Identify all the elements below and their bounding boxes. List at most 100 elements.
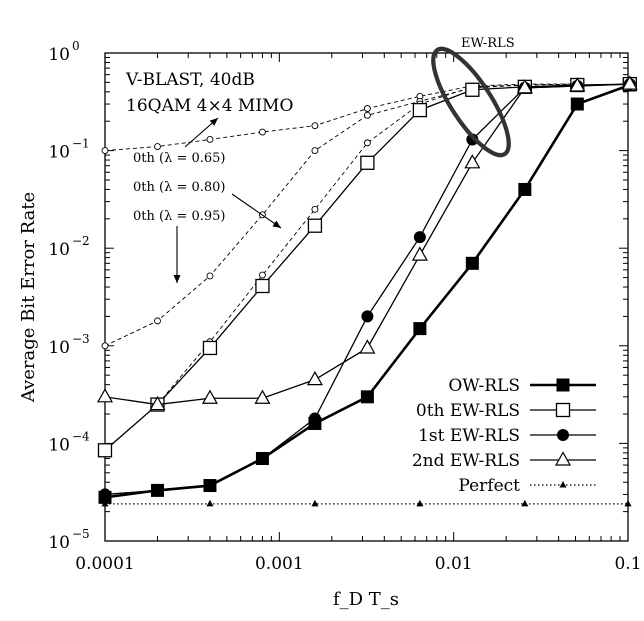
marker-small-circle — [258, 271, 266, 279]
marker-small-triangle — [206, 499, 214, 507]
arrow-lambda-080-head — [272, 220, 281, 228]
series-line — [104, 83, 578, 347]
x-axis-label: f_D T_s — [333, 589, 399, 610]
legend-label: OW-RLS — [448, 376, 520, 396]
marker-filled-circle — [256, 452, 269, 465]
y-tick-label: 10 — [48, 143, 70, 163]
legend-entry: 2nd EW-RLS — [412, 451, 596, 471]
marker-small-triangle — [521, 499, 529, 507]
marker-open-triangle — [149, 395, 166, 411]
marker-small-circle — [311, 205, 319, 213]
marker-small-circle — [101, 342, 109, 350]
marker-filled-circle — [361, 310, 374, 323]
y-tick-label: 10 — [48, 435, 70, 455]
annotation-lambda-065: 0th (λ = 0.65) — [133, 151, 226, 166]
marker-open-triangle — [411, 246, 428, 261]
marker-open-triangle — [359, 339, 376, 354]
y-tick-base: 10 — [48, 533, 70, 553]
marker-small-circle — [154, 317, 161, 325]
annotation-lambda-080: 0th (λ = 0.80) — [133, 180, 226, 195]
y-tick-exponent: −5 — [72, 527, 90, 541]
marker-small-circle — [206, 136, 214, 143]
y-tick-label: 10 — [48, 533, 70, 553]
marker-filled-circle — [557, 429, 569, 441]
plot-frame — [104, 52, 629, 542]
marker-open-triangle — [201, 389, 218, 404]
x-tick-label: 0.1 — [614, 554, 641, 574]
marker-open-square — [360, 155, 375, 170]
marker-open-triangle — [96, 388, 114, 403]
y-tick-base: 10 — [48, 240, 70, 260]
y-tick-exponent: −2 — [72, 234, 90, 248]
marker-filled-circle — [413, 231, 426, 244]
annotation-scenario-2: 16QAM 4×4 MIMO — [126, 96, 293, 116]
annotations: V-BLAST, 40dB 16QAM 4×4 MIMO EW-RLS 0th (λ … — [125, 36, 515, 283]
legend-label: 0th EW-RLS — [416, 401, 520, 421]
marker-filled-circle — [99, 488, 111, 501]
marker-filled-square — [570, 97, 584, 111]
y-tick-label: 10 — [48, 240, 70, 260]
marker-small-circle — [154, 143, 161, 151]
legend-entry: Perfect — [458, 476, 596, 496]
y-tick-label: 10 — [48, 45, 70, 65]
x-tick-label: 0.001 — [255, 554, 304, 574]
x-tick-label: 0.01 — [435, 554, 473, 574]
marker-open-triangle — [254, 389, 271, 404]
marker-filled-square — [413, 322, 427, 336]
annotation-ew-rls: EW-RLS — [461, 36, 515, 51]
y-tick-label: 10 — [48, 338, 70, 358]
marker-small-circle — [311, 147, 319, 155]
marker-small-circle — [206, 272, 214, 280]
legend-entry: 1st EW-RLS — [418, 426, 596, 446]
marker-open-square — [307, 218, 323, 233]
marker-open-square — [412, 102, 428, 118]
y-axis-label: Average Bit Error Rate — [18, 192, 39, 403]
legend-entry: 0th EW-RLS — [416, 401, 596, 421]
series-perfect — [101, 499, 632, 507]
marker-filled-square — [360, 390, 374, 404]
plot-grid — [104, 52, 629, 542]
marker-open-triangle — [569, 77, 586, 92]
marker-open-square — [465, 82, 480, 97]
marker-filled-square — [465, 256, 479, 270]
marker-filled-circle — [308, 412, 321, 425]
annotation-scenario-1: V-BLAST, 40dB — [125, 70, 255, 90]
marker-small-circle — [363, 111, 371, 119]
y-tick-exponent: −1 — [72, 137, 90, 151]
marker-filled-square — [518, 182, 532, 196]
y-tick-base: 10 — [48, 435, 70, 455]
marker-open-triangle — [516, 79, 533, 94]
marker-filled-circle — [203, 479, 216, 492]
series-line — [104, 83, 630, 406]
series-line — [104, 83, 578, 152]
legend: OW-RLS 0th EW-RLS 1st EW-RLS 2nd EW-RLS Perf… — [412, 376, 596, 496]
y-tick-base: 10 — [48, 338, 70, 358]
marker-small-circle — [258, 128, 266, 136]
series-2nd-ew-rls — [96, 75, 638, 411]
marker-small-triangle — [559, 481, 567, 488]
marker-open-square — [555, 402, 571, 418]
marker-small-triangle — [311, 499, 319, 507]
marker-filled-circle — [151, 484, 164, 497]
marker-open-triangle — [554, 451, 572, 466]
marker-open-square — [97, 443, 113, 458]
marker-open-triangle — [464, 154, 481, 169]
y-tick-exponent: 0 — [72, 39, 80, 53]
data-series — [96, 75, 638, 507]
y-tick-base: 10 — [48, 45, 70, 65]
marker-open-triangle — [306, 370, 323, 386]
marker-open-square — [255, 278, 270, 294]
legend-label: Perfect — [458, 476, 520, 496]
arrow-lambda-095-head — [173, 275, 181, 283]
arrow-lambda-080 — [231, 193, 282, 229]
legend-entry: OW-RLS — [448, 376, 596, 396]
axis-labels: Average Bit Error Rate f_D T_s — [18, 192, 399, 610]
marker-small-circle — [101, 147, 109, 155]
marker-open-square — [202, 340, 218, 356]
y-tick-exponent: −4 — [72, 429, 90, 443]
y-tick-exponent: −3 — [72, 332, 90, 346]
marker-small-triangle — [624, 499, 632, 507]
annotation-lambda-095: 0th (λ = 0.95) — [133, 209, 226, 224]
marker-small-circle — [363, 139, 371, 147]
